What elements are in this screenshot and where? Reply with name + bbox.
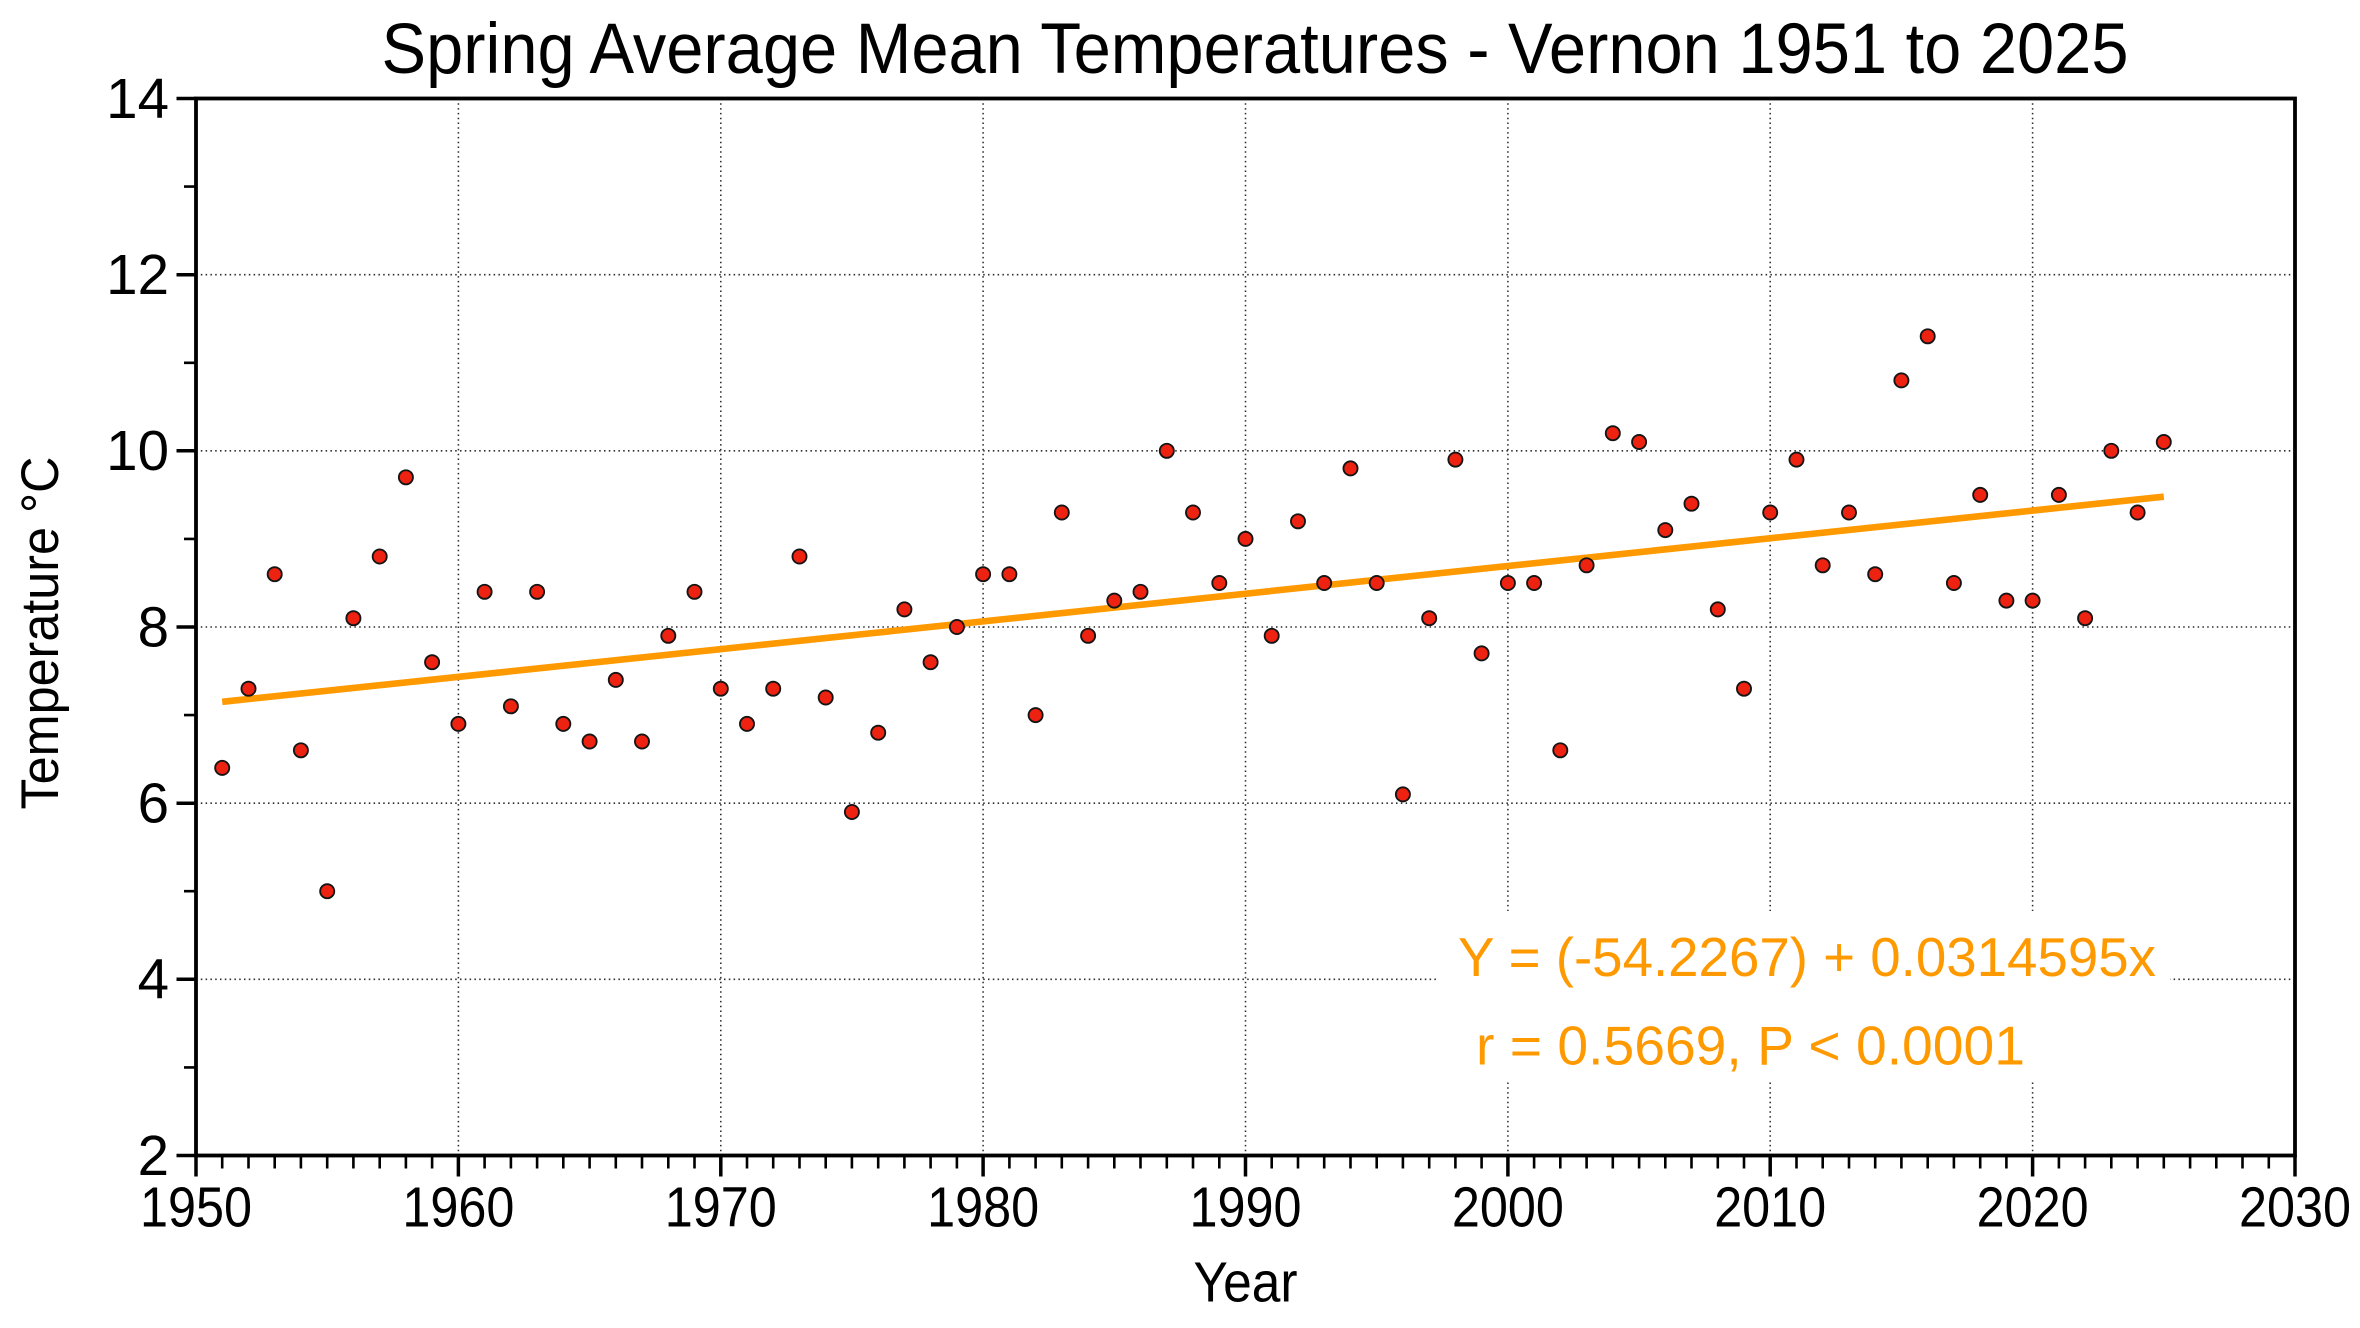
svg-text:Spring Average Mean Temperatur: Spring Average Mean Temperatures - Verno… bbox=[382, 10, 2129, 89]
svg-text:10: 10 bbox=[106, 419, 169, 482]
svg-text:2000: 2000 bbox=[1452, 1176, 1564, 1239]
svg-text:1950: 1950 bbox=[140, 1176, 252, 1239]
svg-text:12: 12 bbox=[106, 243, 169, 306]
svg-text:6: 6 bbox=[138, 772, 169, 835]
svg-text:2: 2 bbox=[138, 1124, 169, 1187]
svg-text:1990: 1990 bbox=[1190, 1176, 1302, 1239]
svg-text:4: 4 bbox=[138, 948, 169, 1011]
svg-text:8: 8 bbox=[138, 595, 169, 658]
svg-text:2030: 2030 bbox=[2239, 1176, 2351, 1239]
svg-text:2020: 2020 bbox=[1977, 1176, 2089, 1239]
svg-text:Year: Year bbox=[1194, 1251, 1298, 1314]
svg-text:1980: 1980 bbox=[927, 1176, 1039, 1239]
svg-text:1970: 1970 bbox=[665, 1176, 777, 1239]
svg-text:Temperature °C: Temperature °C bbox=[11, 457, 70, 810]
svg-text:2010: 2010 bbox=[1714, 1176, 1826, 1239]
svg-text:r = 0.5669, P < 0.0001: r = 0.5669, P < 0.0001 bbox=[1476, 1015, 2025, 1077]
svg-text:1960: 1960 bbox=[402, 1176, 514, 1239]
svg-text:Y = (-54.2267) + 0.0314595x: Y = (-54.2267) + 0.0314595x bbox=[1458, 926, 2156, 988]
svg-text:14: 14 bbox=[106, 67, 169, 130]
